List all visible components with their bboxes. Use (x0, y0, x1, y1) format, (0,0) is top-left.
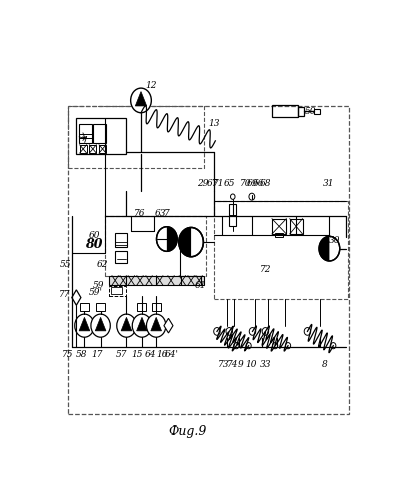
Text: 77: 77 (59, 290, 71, 300)
Circle shape (75, 314, 94, 337)
Bar (314, 108, 320, 114)
Polygon shape (135, 92, 147, 106)
Text: 12: 12 (145, 80, 156, 90)
Text: 33: 33 (260, 360, 271, 368)
Text: 76: 76 (133, 210, 145, 218)
Text: 59': 59' (89, 288, 103, 298)
Text: 73: 73 (218, 360, 229, 368)
Bar (79, 124, 92, 143)
Bar (275, 233, 283, 237)
Bar (115, 233, 128, 246)
Polygon shape (72, 290, 81, 305)
Polygon shape (164, 318, 173, 333)
Circle shape (132, 314, 152, 337)
Text: 72: 72 (260, 266, 271, 274)
Bar (109, 286, 126, 296)
Text: 70: 70 (240, 178, 251, 188)
Bar (68, 106, 204, 168)
Bar (106, 216, 206, 276)
Polygon shape (79, 318, 90, 331)
Text: 10: 10 (245, 360, 256, 368)
Text: 15: 15 (131, 350, 143, 359)
Circle shape (286, 342, 291, 349)
Text: 16: 16 (156, 350, 168, 359)
Bar (99, 144, 106, 153)
Text: 60: 60 (88, 230, 100, 239)
Text: 61: 61 (195, 280, 206, 289)
Bar (115, 251, 128, 264)
Circle shape (226, 328, 232, 336)
Polygon shape (151, 318, 161, 331)
Text: 17: 17 (92, 350, 103, 359)
Text: 30: 30 (329, 236, 341, 246)
Text: 71: 71 (213, 178, 224, 188)
Bar (111, 287, 122, 294)
Circle shape (117, 314, 136, 337)
Bar (272, 106, 298, 117)
Circle shape (91, 314, 110, 337)
Circle shape (231, 194, 235, 200)
Circle shape (319, 236, 340, 261)
Bar (93, 124, 106, 143)
Text: 74: 74 (227, 360, 238, 368)
Polygon shape (137, 318, 147, 331)
Text: 68: 68 (260, 178, 271, 188)
Text: 55: 55 (59, 260, 71, 268)
Wedge shape (179, 228, 191, 256)
Bar (290, 218, 303, 234)
Text: 62: 62 (96, 260, 108, 268)
Text: 65: 65 (224, 178, 235, 188)
Text: 7: 7 (164, 210, 170, 218)
Bar (138, 304, 146, 311)
Circle shape (131, 88, 151, 112)
Polygon shape (121, 318, 132, 331)
Wedge shape (167, 226, 177, 252)
Bar (89, 144, 96, 153)
Polygon shape (95, 318, 106, 331)
Bar (68, 106, 349, 414)
Text: 59: 59 (93, 280, 105, 289)
Bar (298, 106, 304, 116)
Wedge shape (319, 236, 329, 261)
Bar (152, 304, 161, 311)
Circle shape (234, 342, 239, 349)
Text: 64': 64' (165, 350, 179, 359)
Circle shape (262, 328, 269, 336)
Text: 63: 63 (155, 210, 166, 218)
Circle shape (304, 328, 311, 336)
Text: 9: 9 (237, 360, 243, 368)
Text: 66: 66 (253, 178, 265, 188)
Circle shape (179, 228, 203, 256)
Bar (109, 276, 204, 285)
Text: 31: 31 (323, 178, 334, 188)
Text: Фиg.9: Фиg.9 (168, 425, 207, 438)
Circle shape (273, 342, 278, 349)
Bar (214, 200, 348, 298)
Text: 64: 64 (145, 350, 156, 359)
Bar (80, 304, 89, 311)
Text: 58: 58 (75, 350, 87, 359)
Bar (80, 144, 87, 153)
Text: 75: 75 (62, 350, 73, 359)
Circle shape (331, 342, 336, 349)
Text: 29: 29 (197, 178, 208, 188)
Circle shape (249, 193, 255, 200)
Circle shape (214, 328, 220, 336)
Bar (76, 118, 126, 154)
Circle shape (146, 314, 166, 337)
Circle shape (249, 328, 256, 336)
Bar (229, 204, 236, 226)
Text: 8: 8 (322, 360, 328, 368)
Circle shape (156, 226, 177, 252)
Text: 57: 57 (116, 350, 127, 359)
Text: 80: 80 (85, 238, 103, 252)
Text: 69: 69 (247, 178, 258, 188)
Text: 13: 13 (208, 119, 219, 128)
Text: 50: 50 (305, 108, 317, 116)
Bar (96, 304, 105, 311)
Text: 67: 67 (206, 178, 218, 188)
Circle shape (246, 342, 251, 349)
Bar (272, 218, 286, 234)
